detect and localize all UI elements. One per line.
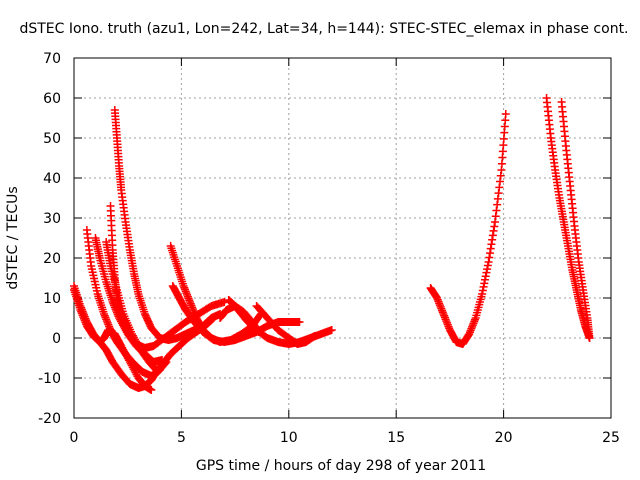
x-tick-label: 25 <box>602 430 620 446</box>
y-tick-label: -10 <box>38 371 61 387</box>
data-point <box>295 318 304 326</box>
y-tick-label: 50 <box>43 131 61 147</box>
x-tick-label: 20 <box>495 430 513 446</box>
y-tick-label: 0 <box>52 331 61 347</box>
data-series-arc-13 <box>426 110 510 348</box>
y-axis-title: dSTEC / TECUs <box>5 186 21 289</box>
y-tick-label: -20 <box>38 411 61 427</box>
x-tick-label: 10 <box>280 430 298 446</box>
data-point <box>254 328 263 336</box>
x-tick-label: 0 <box>70 430 79 446</box>
data-point <box>132 370 141 379</box>
x-tick-label: 5 <box>177 430 186 446</box>
y-tick-label: 40 <box>43 171 61 187</box>
data-point <box>327 326 336 334</box>
y-tick-label: 30 <box>43 211 61 227</box>
data-series-arc-15 <box>557 98 594 342</box>
x-tick-label: 15 <box>387 430 405 446</box>
grid <box>74 58 611 418</box>
data-points <box>70 94 594 394</box>
x-tick-labels: 0 5 10 15 20 25 <box>70 430 620 446</box>
data-series-arc-3 <box>82 226 164 380</box>
y-tick-label: 70 <box>43 51 61 67</box>
data-series-arc-6 <box>106 202 229 352</box>
plot-frame <box>73 57 612 419</box>
data-point <box>501 110 510 118</box>
data-series-arc-11 <box>216 302 263 336</box>
y-tick-label: 60 <box>43 91 61 107</box>
data-point <box>161 359 170 368</box>
y-tick-label: 10 <box>43 291 61 307</box>
x-axis-title: GPS time / hours of day 298 of year 2011 <box>196 458 486 474</box>
data-point <box>585 334 594 342</box>
data-point <box>131 368 140 377</box>
data-point <box>147 386 156 394</box>
data-series-arc-12 <box>252 302 319 348</box>
data-point <box>162 358 171 366</box>
y-tick-label: 20 <box>43 251 61 267</box>
data-point <box>310 332 319 340</box>
y-tick-labels: -20 -10 0 10 20 30 40 50 60 70 <box>38 51 61 427</box>
axis-ticks <box>73 57 612 419</box>
chart-title: dSTEC Iono. truth (azu1, Lon=242, Lat=34… <box>19 21 628 37</box>
